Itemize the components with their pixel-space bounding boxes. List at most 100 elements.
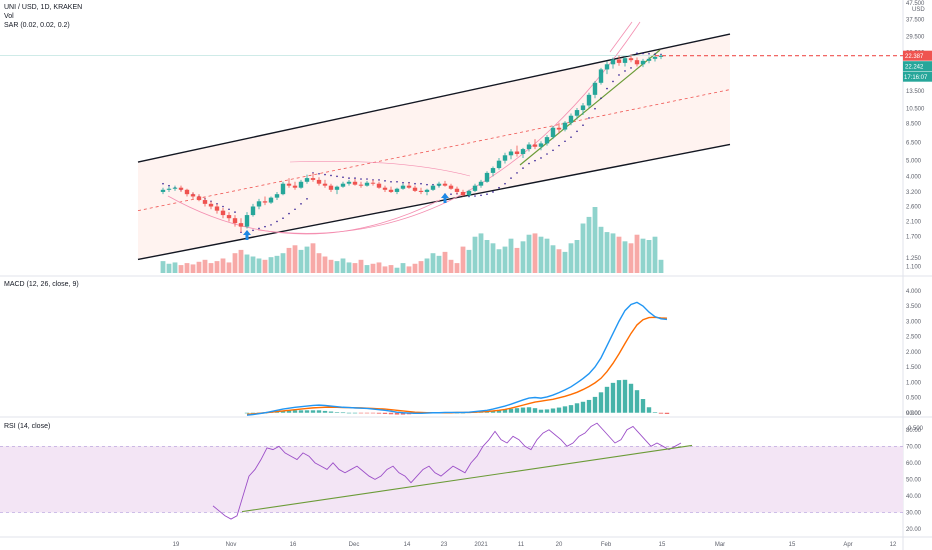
candle-body (538, 143, 544, 147)
macd-histogram-bar (346, 412, 352, 414)
price-tick-label: 4.000 (906, 174, 922, 180)
macd-histogram-bar (640, 399, 646, 413)
candle-body (172, 187, 178, 189)
candle-body (388, 189, 394, 192)
candle-body (304, 178, 310, 182)
candle-body (508, 151, 514, 156)
macd-histogram-bar (556, 407, 562, 413)
volume-bar (196, 261, 202, 273)
candle-body (400, 185, 406, 189)
volume-bar (442, 251, 448, 273)
volume-bar (352, 263, 358, 273)
candle-body (364, 182, 370, 186)
candle-body (616, 59, 622, 63)
volume-bar (658, 259, 664, 273)
volume-bar (490, 243, 496, 273)
price-tick-label: 8.500 (906, 122, 922, 128)
rsi-trend-line (241, 444, 693, 513)
sar-dot (354, 177, 356, 179)
volume-bar (652, 236, 658, 273)
sar-dot (282, 217, 284, 219)
volume-bar (256, 258, 262, 273)
volume-bar (472, 236, 478, 273)
sar-dot (594, 107, 596, 110)
macd-histogram-bar (316, 410, 322, 413)
volume-bar (514, 247, 520, 273)
macd-histogram-bar (652, 412, 658, 413)
volume-bar (190, 264, 196, 273)
sar-dot (294, 208, 296, 211)
macd-tick-label: -0.500 (906, 426, 924, 432)
arc-curve-small (289, 160, 471, 177)
volume-bar (628, 243, 634, 273)
macd-histogram-bar (394, 412, 400, 415)
macd-tick-label: 1.000 (906, 380, 922, 386)
volume-bar (436, 255, 442, 273)
candle-body (202, 200, 208, 204)
volume-bar (220, 258, 226, 273)
time-tick-label: 14 (404, 542, 411, 548)
up-arrow-icon (441, 193, 449, 203)
candle-body (316, 179, 322, 184)
volume-bar (400, 263, 406, 273)
macd-histogram-bar (532, 408, 538, 413)
candle-body (178, 187, 184, 190)
volume-bar (292, 245, 298, 273)
macd-histogram-bar (328, 411, 334, 413)
volume-bar (298, 249, 304, 273)
sar-dot (582, 124, 584, 126)
projection-arrow (609, 21, 633, 53)
macd-histogram-bar (658, 412, 664, 414)
volume-bar (430, 253, 436, 273)
sar-dot (576, 130, 578, 133)
candle-body (592, 82, 598, 95)
sar-dot (378, 179, 380, 181)
candle-body (310, 178, 316, 180)
candle-body (430, 185, 436, 190)
sar-dot (606, 87, 608, 90)
time-tick-label: 15 (659, 542, 666, 548)
volume-bar (526, 234, 532, 273)
volume-bar (454, 263, 460, 273)
candle-body (484, 172, 490, 182)
candle-body (232, 218, 238, 224)
candle-body (280, 183, 286, 195)
candle-body (250, 206, 256, 216)
sar-dot (264, 225, 266, 228)
channel-fill (138, 34, 730, 260)
price-tick-label: 37.500 (906, 18, 925, 24)
candle-body (598, 69, 604, 83)
candle-body (262, 201, 268, 203)
sar-dot (390, 180, 392, 183)
macd-histogram-bar (508, 408, 514, 413)
sar-dot (630, 67, 632, 69)
volume-bar (184, 263, 190, 273)
time-tick-label: Apr (843, 542, 852, 548)
candle-body (274, 194, 280, 198)
sar-dot (426, 183, 428, 186)
macd-histogram-bar (400, 412, 406, 415)
candle-body (514, 151, 520, 155)
macd-histogram-bar (376, 412, 382, 414)
channel-lower-line (137, 143, 731, 261)
sar-dot (288, 212, 290, 215)
arc-curve (167, 195, 441, 235)
sar-dot (420, 182, 422, 185)
volume-bar (250, 256, 256, 273)
volume-bar (418, 261, 424, 273)
candle-body (418, 190, 424, 192)
candle-body (436, 183, 442, 186)
candle-body (424, 189, 430, 192)
macd-histogram-bar (388, 412, 394, 415)
time-tick-label: 20 (556, 542, 563, 548)
candle-body (196, 196, 202, 201)
price-tick-label: 1.700 (906, 234, 922, 240)
sar-dot (384, 180, 386, 182)
price-tick-label: 6.500 (906, 140, 922, 146)
candle-body (454, 188, 460, 192)
macd-histogram-bar (286, 410, 292, 413)
volume-bar (316, 253, 322, 273)
volume-bar (460, 246, 466, 273)
sar-dot (528, 162, 530, 165)
